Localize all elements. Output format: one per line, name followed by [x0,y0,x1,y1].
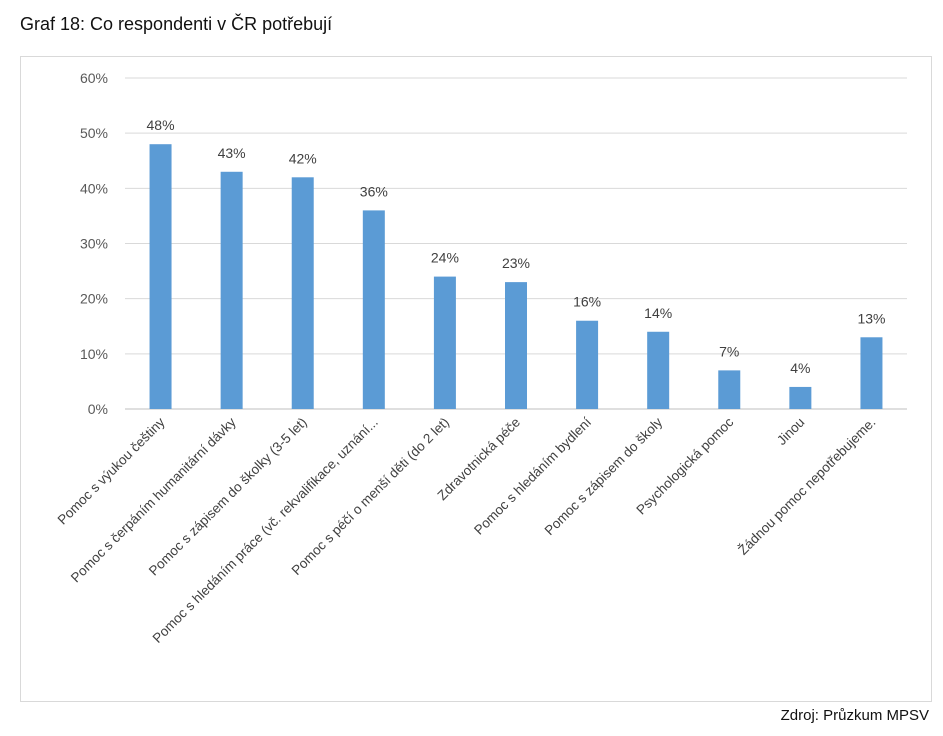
category-label: Žádnou pomoc nepotřebujeme. [735,415,878,558]
data-label: 16% [573,294,601,310]
data-label: 23% [502,255,530,271]
category-label: Pomoc s hledáním bydlení [471,414,594,537]
bar [860,337,883,409]
bar [362,210,385,409]
data-label: 48% [147,117,175,133]
y-tick-label: 0% [88,401,108,417]
bar [576,320,599,409]
y-tick-label: 10% [80,346,108,362]
bar [149,144,172,409]
bar [505,282,527,409]
bar [220,171,243,409]
data-label: 7% [719,343,739,359]
category-label: Pomoc s zápisem do školky (3-5 let) [146,415,310,579]
bar-chart: 0%10%20%30%40%50%60%48%Pomoc s výukou če… [55,70,907,646]
y-tick-label: 60% [80,70,108,86]
bar [789,386,812,409]
category-label: Pomoc s péčí o menší děti (do 2 let) [289,415,452,578]
category-label: Jinou [774,415,807,448]
bar [291,177,314,409]
data-label: 36% [360,183,388,199]
data-label: 42% [289,150,317,166]
y-tick-label: 50% [80,125,108,141]
chart-area: 0% 10% 20% 30% 40% 50% 60% 48% Pomoc s výukou če… [20,56,932,702]
y-tick-label: 20% [80,291,108,307]
data-label: 24% [431,250,459,266]
data-label: 43% [218,145,246,161]
data-label: 4% [790,360,810,376]
bar [647,331,670,409]
bar [718,370,741,409]
category-label: Pomoc s zápisem do školy [542,414,666,538]
data-label: 14% [644,305,672,321]
data-label: 13% [857,310,885,326]
y-tick-label: 40% [80,180,108,196]
chart-title: Graf 18: Co respondenti v ČR potřebují [20,14,333,34]
source-note: Zdroj: Průzkum MPSV [780,707,929,724]
bar [433,276,456,409]
y-tick-label: 30% [80,236,108,252]
